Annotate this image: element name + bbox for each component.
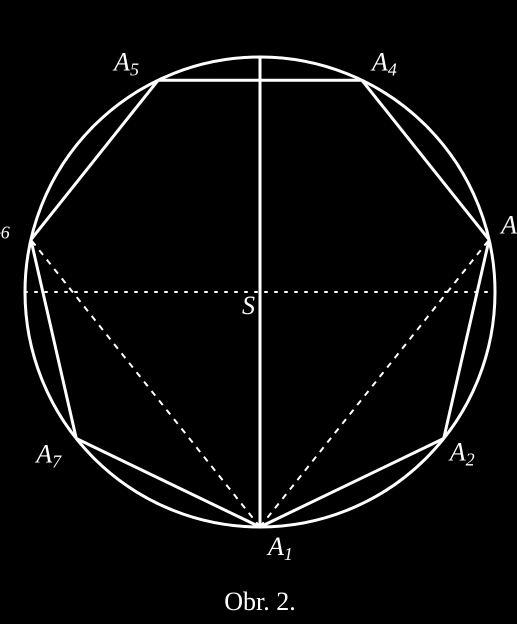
heptagon-diagram: S A1 A2 A3 A4 A5 A6 A7 Obr. 2.	[0, 0, 517, 624]
vertex-label-a4: A4	[370, 47, 397, 79]
vertex-label-a1: A1	[266, 532, 293, 564]
polygon-edge	[31, 80, 158, 239]
polygon-edge	[76, 439, 260, 527]
polygon-edge	[260, 439, 444, 527]
vertex-label-a3: A3	[499, 211, 517, 243]
vertex-label-a6: A6	[0, 211, 10, 243]
polygon-edge	[31, 240, 76, 439]
center-label: S	[242, 291, 255, 320]
dashed-diagonal	[31, 240, 260, 527]
polygon-edge	[444, 240, 489, 439]
dashed-diagonal	[260, 240, 489, 527]
polygon-edge	[362, 80, 489, 239]
vertex-label-a5: A5	[112, 47, 139, 79]
figure-caption: Obr. 2.	[224, 587, 296, 616]
vertex-label-a7: A7	[34, 440, 62, 472]
vertex-label-a2: A2	[448, 438, 475, 470]
